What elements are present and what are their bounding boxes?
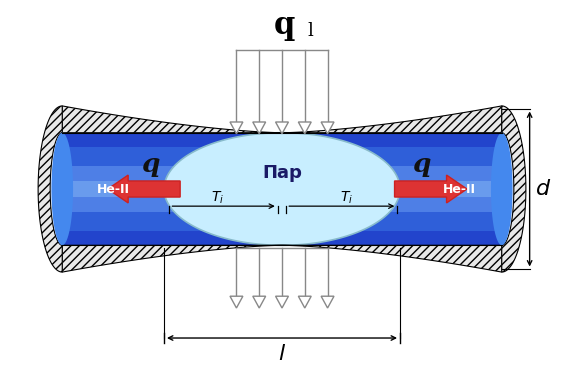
Text: q: q (412, 152, 431, 177)
Polygon shape (321, 122, 334, 134)
Polygon shape (62, 133, 502, 245)
Text: $d$: $d$ (535, 179, 551, 199)
Polygon shape (298, 122, 311, 134)
Polygon shape (62, 181, 502, 197)
Polygon shape (276, 296, 288, 308)
Text: l: l (307, 22, 313, 40)
Polygon shape (62, 245, 502, 272)
Polygon shape (62, 147, 502, 231)
Polygon shape (491, 133, 513, 245)
Polygon shape (62, 106, 502, 133)
Polygon shape (38, 106, 62, 272)
Polygon shape (276, 122, 288, 134)
Text: q: q (142, 152, 160, 177)
FancyArrow shape (108, 175, 180, 203)
Text: He-II: He-II (96, 183, 130, 195)
Text: $l$: $l$ (278, 344, 286, 364)
Polygon shape (164, 133, 400, 245)
FancyArrow shape (395, 175, 467, 203)
Text: $T_i$: $T_i$ (211, 190, 224, 206)
Text: Пар: Пар (262, 164, 302, 182)
Polygon shape (298, 296, 311, 308)
Text: $T_i$: $T_i$ (340, 190, 353, 206)
Polygon shape (230, 122, 243, 134)
Text: q: q (274, 10, 296, 41)
Polygon shape (51, 133, 73, 245)
Polygon shape (62, 166, 502, 212)
Text: He-II: He-II (442, 183, 475, 195)
Polygon shape (230, 296, 243, 308)
Polygon shape (321, 296, 334, 308)
Polygon shape (253, 122, 266, 134)
Polygon shape (253, 296, 266, 308)
Polygon shape (502, 106, 526, 272)
